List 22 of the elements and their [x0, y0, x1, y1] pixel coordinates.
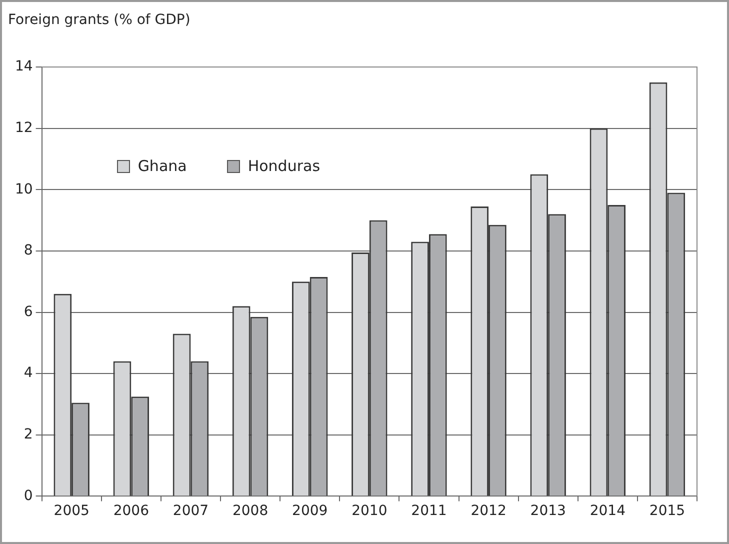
x-tick-label: 2009: [292, 503, 328, 520]
legend-label: Honduras: [248, 157, 320, 176]
y-tick-label: 14: [14, 58, 33, 75]
x-tick-label: 2012: [470, 503, 506, 520]
y-tick-label: 12: [14, 120, 33, 136]
y-tick-label: 6: [24, 304, 33, 320]
x-tick-label: 2011: [411, 503, 447, 520]
y-tick-label: 10: [14, 181, 33, 198]
legend-label: Ghana: [138, 157, 187, 176]
y-tick-label: 2: [24, 426, 33, 443]
x-tick-label: 2007: [172, 503, 209, 520]
y-tick-label: 8: [24, 242, 33, 259]
y-tick-label: 4: [24, 365, 33, 382]
x-tick-label: 2005: [54, 503, 90, 520]
x-tick-label: 2010: [352, 503, 388, 520]
y-axis-title: Foreign grants (% of GDP): [8, 12, 190, 28]
x-tick-label: 2008: [232, 503, 268, 520]
x-tick-label: 2014: [590, 503, 626, 520]
x-tick-label: 2013: [530, 503, 566, 520]
x-tick-label: 2006: [113, 503, 150, 520]
y-tick-label: 0: [24, 488, 33, 504]
x-tick-label: 2015: [649, 503, 686, 520]
